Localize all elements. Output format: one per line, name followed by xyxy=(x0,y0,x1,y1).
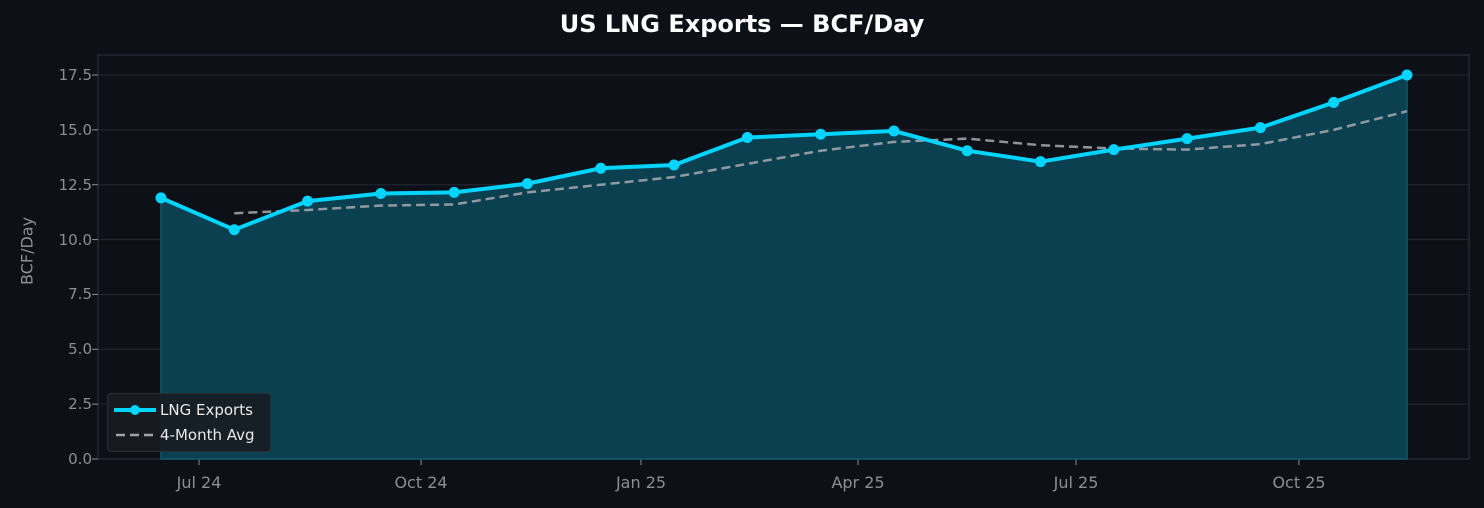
data-point-marker xyxy=(888,125,900,137)
data-point-marker xyxy=(521,178,533,190)
data-point-marker xyxy=(155,192,167,204)
x-tick: Oct 25 xyxy=(1272,473,1326,492)
y-tick: 5.0 xyxy=(68,340,92,359)
data-point-marker xyxy=(1401,69,1413,81)
legend-label: 4-Month Avg xyxy=(160,426,255,444)
y-tick: 15.0 xyxy=(58,120,92,139)
legend-label: LNG Exports xyxy=(160,401,253,419)
data-point-marker xyxy=(302,195,314,207)
x-tick: Jul 25 xyxy=(1053,473,1099,492)
y-tick: 7.5 xyxy=(68,285,92,304)
data-point-marker xyxy=(1181,133,1193,145)
data-point-marker xyxy=(1254,122,1266,134)
data-point-marker xyxy=(741,132,753,144)
data-point-marker xyxy=(961,145,973,157)
solid-line-marker-icon xyxy=(114,405,156,415)
y-axis-label: BCF/Day xyxy=(17,216,37,285)
data-point-marker xyxy=(595,162,607,174)
y-tick: 10.0 xyxy=(58,230,92,249)
dashed-line-icon xyxy=(116,433,156,437)
x-tick: Apr 25 xyxy=(831,473,885,492)
x-tick: Jul 24 xyxy=(176,473,222,492)
x-tick: Oct 24 xyxy=(394,473,448,492)
data-point-marker xyxy=(1035,156,1047,168)
data-point-marker xyxy=(448,186,460,198)
chart-legend: LNG Exports 4-Month Avg xyxy=(107,393,271,452)
x-tick: Jan 25 xyxy=(615,473,667,492)
chart-title: US LNG Exports — BCF/Day xyxy=(559,10,925,38)
data-point-marker xyxy=(1108,144,1120,156)
y-tick: 17.5 xyxy=(58,66,92,84)
data-point-marker xyxy=(815,128,827,140)
lng-exports-line xyxy=(160,73,1408,232)
data-point-marker xyxy=(228,224,240,236)
y-tick: 0.0 xyxy=(68,450,92,468)
y-tick: 2.5 xyxy=(68,395,92,414)
y-tick: 12.5 xyxy=(58,175,92,194)
avg-line xyxy=(234,109,1408,215)
data-point-marker xyxy=(375,187,387,199)
data-point-marker xyxy=(668,159,680,171)
data-point-marker xyxy=(1328,96,1340,108)
